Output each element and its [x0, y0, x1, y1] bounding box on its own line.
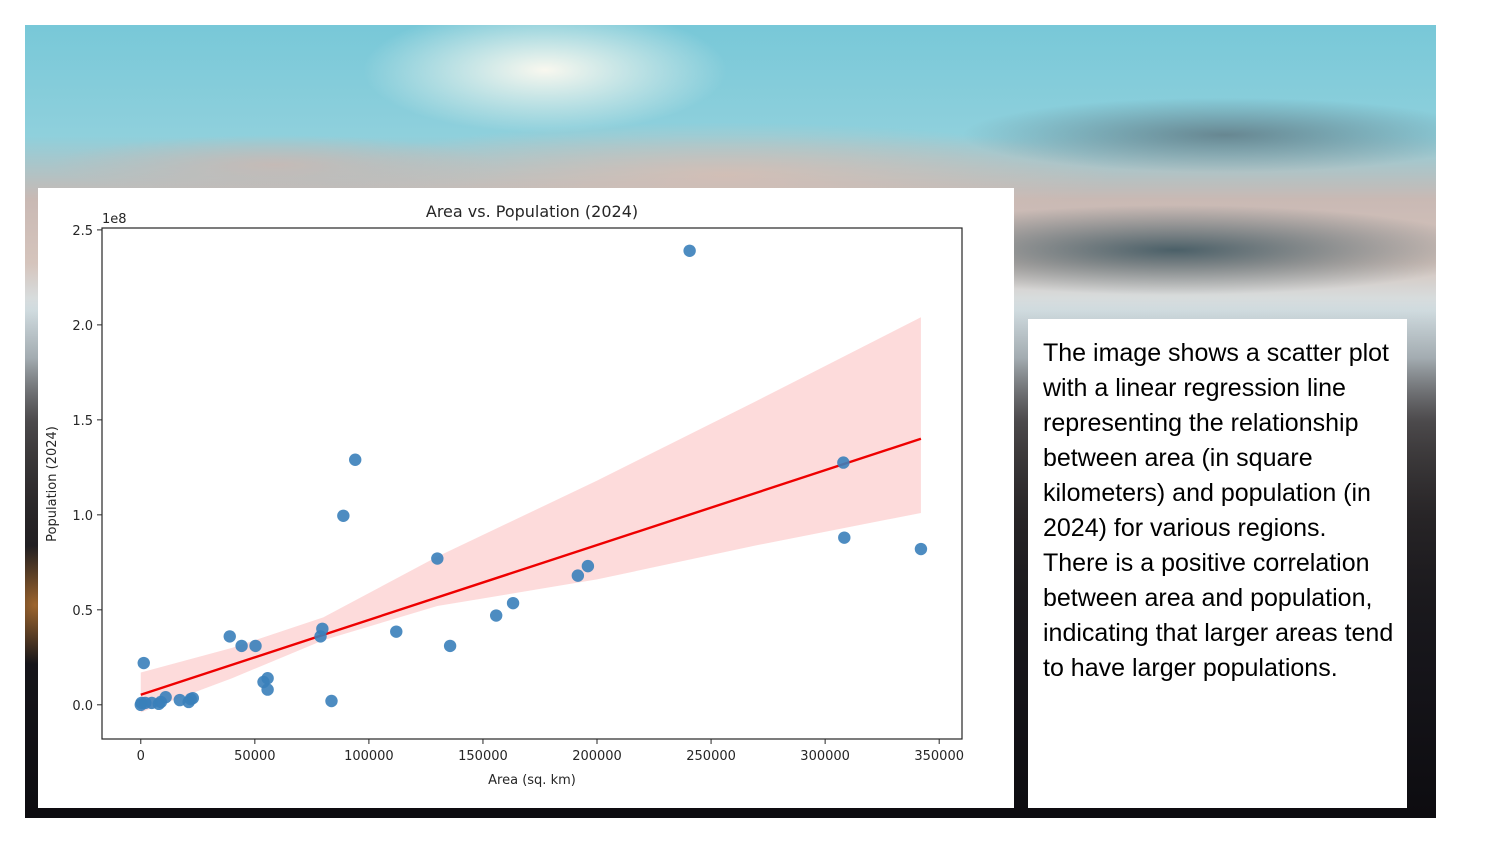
data-point [349, 453, 362, 466]
data-point [249, 639, 262, 653]
data-point [431, 552, 444, 565]
data-point [914, 542, 928, 556]
y-tick-label: 2.5 [72, 224, 93, 239]
y-offset-label: 1e8 [102, 212, 127, 227]
data-point [223, 630, 236, 643]
data-point [325, 694, 338, 708]
y-ticks: 0.0 0.5 1.0 1.5 2.0 2.5 [72, 224, 102, 714]
data-point [838, 531, 851, 544]
x-tick-label: 50000 [234, 749, 275, 764]
data-point [581, 559, 595, 573]
data-point [837, 456, 850, 469]
y-tick-label: 1.5 [72, 414, 93, 429]
scatter-chart: 0 50000 100000 150000 200000 250000 300000 3500… [45, 202, 964, 788]
data-point [186, 691, 199, 705]
data-point [337, 509, 350, 522]
chart-panel: 0 50000 100000 150000 200000 250000 300000 3500… [38, 188, 1014, 808]
y-tick-label: 1.0 [72, 509, 93, 524]
chart-title: Area vs. Population (2024) [426, 202, 638, 221]
x-tick-label: 0 [137, 749, 145, 764]
data-point [314, 630, 327, 643]
scatter-points-layer [134, 244, 928, 712]
data-point [571, 569, 585, 582]
x-axis-label: Area (sq. km) [488, 773, 576, 788]
x-tick-label: 100000 [344, 749, 394, 764]
regression-line [140, 437, 922, 696]
x-tick-label: 350000 [914, 749, 964, 764]
regression-line-layer [140, 437, 922, 696]
data-point [137, 656, 150, 670]
y-axis-label: Population (2024) [45, 426, 60, 542]
data-point [235, 639, 248, 653]
description-box: The image shows a scatter plot with a li… [1028, 319, 1407, 808]
data-point [390, 625, 403, 638]
plot-frame [101, 227, 963, 740]
data-point [261, 683, 274, 696]
data-point [506, 596, 520, 610]
data-point [261, 672, 274, 685]
data-point [443, 639, 457, 653]
x-ticks: 0 50000 100000 150000 200000 250000 300000 3500… [137, 739, 964, 764]
confidence-band-layer [140, 317, 921, 713]
confidence-band [140, 317, 921, 713]
y-tick-label: 0.0 [72, 699, 93, 714]
y-tick-label: 0.5 [72, 604, 93, 619]
y-tick-label: 2.0 [72, 319, 93, 334]
axes-layer [101, 227, 963, 740]
data-point [159, 691, 172, 704]
x-tick-label: 200000 [572, 749, 622, 764]
x-tick-label: 300000 [800, 749, 850, 764]
x-tick-label: 150000 [458, 749, 508, 764]
data-point [683, 244, 696, 257]
x-tick-label: 250000 [686, 749, 736, 764]
description-text: The image shows a scatter plot with a li… [1043, 339, 1394, 682]
data-point [489, 609, 503, 622]
